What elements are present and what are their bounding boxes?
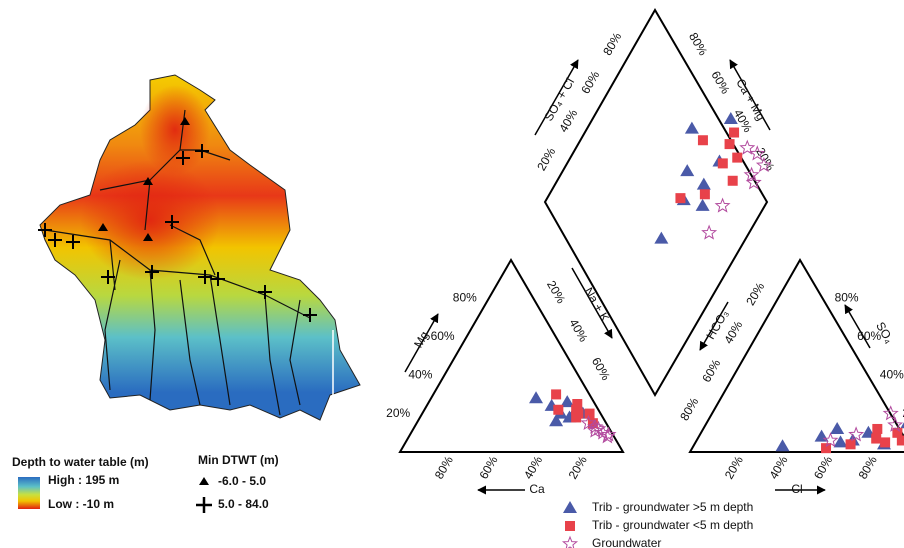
tick-label: 60% <box>857 329 881 343</box>
star-marker <box>716 199 729 212</box>
triangle-marker <box>685 122 699 134</box>
triangle-label: -6.0 - 5.0 <box>218 474 266 488</box>
tick-label: 60% <box>811 453 835 481</box>
tick-label: 40% <box>766 453 790 481</box>
square-marker <box>872 424 882 434</box>
tick-label: 60% <box>699 357 723 385</box>
triangle-marker <box>529 391 543 403</box>
triangle-marker <box>696 199 710 211</box>
triangle-marker <box>830 422 844 434</box>
star-marker <box>563 537 576 548</box>
symbol-title: Min DTWT (m) <box>198 453 279 467</box>
legend-label: Groundwater <box>592 536 661 548</box>
triangle-marker <box>680 164 694 176</box>
axis-name: Na + K <box>581 285 612 324</box>
square-marker <box>897 435 904 445</box>
axis-name: Cl <box>791 482 802 496</box>
tick-label: 60% <box>578 68 602 96</box>
triangle-marker <box>697 178 711 190</box>
square-marker <box>573 409 583 419</box>
square-marker <box>871 434 881 444</box>
tick-label: 80% <box>856 453 880 481</box>
tick-label: 20% <box>722 453 746 481</box>
triangle-marker <box>563 501 577 513</box>
legend-low: Low : -10 m <box>48 497 114 511</box>
triangle-symbol <box>199 477 209 485</box>
axis-arrows <box>405 60 870 490</box>
square-marker <box>675 193 685 203</box>
square-marker <box>729 128 739 138</box>
square-marker <box>698 135 708 145</box>
tick-label: 80% <box>677 395 701 423</box>
tick-label: 40% <box>521 453 545 481</box>
cross-label: 5.0 - 84.0 <box>218 497 269 511</box>
map <box>38 75 360 420</box>
tick-label: 60% <box>589 355 613 383</box>
tick-label: 40% <box>566 316 590 344</box>
axis-name: Ca <box>529 482 545 496</box>
tick-label: 20% <box>386 406 410 420</box>
tick-label: 60% <box>431 329 455 343</box>
color-bar <box>18 477 40 509</box>
legend-title: Depth to water table (m) <box>12 455 149 469</box>
legend-label: Trib - groundwater <5 m depth <box>592 518 753 532</box>
square-marker <box>846 439 856 449</box>
tick-label: 80% <box>432 453 456 481</box>
square-marker <box>725 139 735 149</box>
tick-label: 40% <box>880 367 904 381</box>
square-marker <box>553 405 563 415</box>
tick-label: 80% <box>686 30 710 58</box>
star-marker <box>703 226 716 239</box>
square-marker <box>585 409 595 419</box>
square-marker <box>728 176 738 186</box>
legend-high: High : 195 m <box>48 473 119 487</box>
triangle-marker <box>834 435 848 447</box>
legend-label: Trib - groundwater >5 m depth <box>592 500 753 514</box>
square-marker <box>551 389 561 399</box>
tick-label: 80% <box>835 291 859 305</box>
tick-label: 40% <box>408 367 432 381</box>
square-marker <box>718 158 728 168</box>
anion-triangle <box>690 260 904 452</box>
square-marker <box>565 521 575 531</box>
square-marker <box>700 189 710 199</box>
tick-label: 60% <box>476 453 500 481</box>
square-marker <box>572 399 582 409</box>
tick-label: 80% <box>453 291 477 305</box>
figure: Depth to water table (m) High : 195 m Lo… <box>0 0 904 548</box>
square-marker <box>880 437 890 447</box>
tick-label: 20% <box>566 453 590 481</box>
tick-label: 60% <box>708 68 732 96</box>
square-marker <box>732 153 742 163</box>
tick-label: 20% <box>743 280 767 308</box>
triangle-marker <box>654 232 668 244</box>
triangle-marker <box>776 439 790 451</box>
tick-label: 20% <box>544 278 568 306</box>
tick-label: 20% <box>534 145 558 173</box>
cross-symbol <box>196 497 212 513</box>
tick-label: 80% <box>600 30 624 58</box>
